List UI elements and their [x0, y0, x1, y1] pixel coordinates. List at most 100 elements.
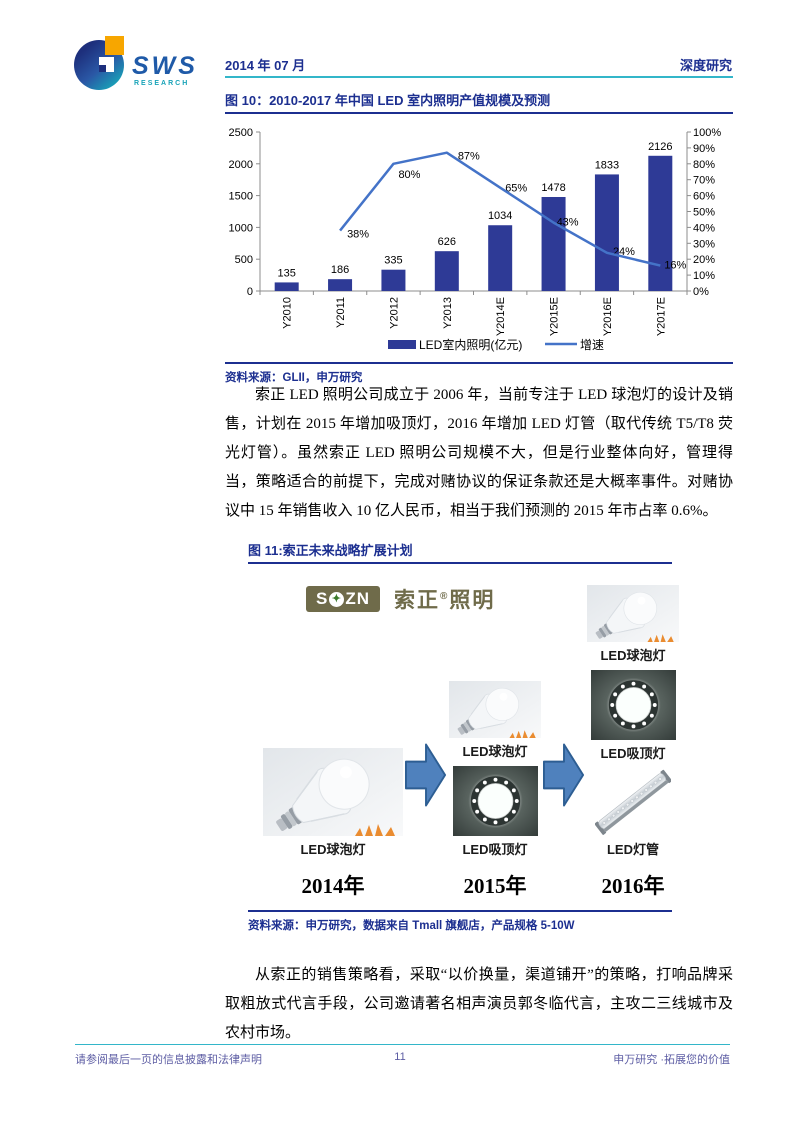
growth-line — [339, 151, 661, 267]
product-image-ceiling — [591, 670, 676, 740]
bar-value-label: 2126 — [648, 141, 672, 153]
badge-letters-zn: ZN — [345, 589, 370, 608]
registered-mark: ® — [440, 591, 450, 602]
left-axis-label: 1000 — [229, 222, 253, 234]
legend-bar-label: LED室内照明(亿元) — [419, 337, 522, 352]
figure-10-title: 图 10：2010-2017 年中国 LED 室内照明产值规模及预测 — [225, 90, 733, 114]
strategy-column: LED球泡灯 LED吸顶灯 2015年 — [449, 675, 541, 900]
arrow-right-svg — [405, 739, 447, 811]
legend-bar-swatch — [388, 340, 416, 349]
product-label: LED球泡灯 — [300, 842, 366, 857]
sozn-logo-badge: S ✦ ZN — [306, 586, 380, 612]
category-label: Y2014E — [495, 297, 507, 336]
brand-name: 索正®照明 — [394, 584, 495, 614]
figure-11-title: 图 11:索正未来战略扩展计划 — [248, 540, 672, 564]
growth-value-label: 87% — [458, 151, 480, 163]
growth-value-label: 38% — [347, 229, 369, 241]
growth-value-label: 80% — [398, 169, 420, 181]
chart-canvas: 0 500 1000 1500 2000 2500 0% 10% 20% 30% 40% 50% 60%… — [229, 127, 722, 352]
bar-Y2016E — [594, 174, 619, 291]
badge-letter-s: S — [315, 589, 329, 608]
category-label: Y2017E — [655, 297, 667, 336]
footer-rule — [75, 1044, 730, 1045]
strategy-roadmap: LED球泡灯 2014年 LED球泡灯 LED吸顶灯 2015年 LED球泡灯 LED吸顶灯… — [248, 564, 672, 908]
footer-disclaimer: 请参阅最后一页的信息披露和法律声明 — [75, 1054, 262, 1066]
right-axis-label: 20% — [693, 254, 715, 266]
figure-11-bottom-rule — [248, 910, 672, 912]
logo-subtext: RESEARCH — [134, 80, 190, 87]
product-image-bulb — [587, 585, 679, 642]
right-axis-label: 70% — [693, 175, 715, 187]
right-axis-label: 80% — [693, 159, 715, 171]
right-axis-label: 60% — [693, 191, 715, 203]
arrow-right-svg — [543, 739, 585, 811]
brand-name-cn2: 照明 — [449, 589, 496, 612]
report-date: 2014 年 07 月 — [225, 58, 306, 73]
left-axis-label: 2000 — [229, 159, 253, 171]
year-label: 2016年 — [601, 874, 665, 898]
growth-value-label: 65% — [505, 183, 527, 195]
arrow-right-icon — [543, 739, 585, 816]
product-item: LED球泡灯 — [263, 748, 403, 858]
product-item: LED吸顶灯 — [453, 766, 538, 858]
figure-10: 图 10：2010-2017 年中国 LED 室内照明产值规模及预测 0 500 1… — [225, 90, 733, 385]
bar-value-label: 335 — [384, 255, 402, 267]
growth-value-label: 16% — [664, 260, 686, 272]
right-axis-label: 100% — [693, 127, 721, 139]
year-label: 2014年 — [301, 874, 365, 898]
product-label: LED吸顶灯 — [600, 746, 666, 761]
bar-value-label: 135 — [278, 267, 296, 279]
star-icon: ✦ — [329, 591, 345, 607]
right-axis-label: 50% — [693, 207, 715, 219]
product-image-bulb — [449, 681, 541, 738]
product-item: LED球泡灯 — [587, 585, 679, 664]
right-axis-label: 90% — [693, 143, 715, 155]
category-label: Y2016E — [602, 297, 614, 336]
product-item: LED吸顶灯 — [591, 670, 676, 762]
brand-name-cn: 索正 — [394, 589, 440, 612]
bar-Y2013 — [434, 251, 459, 291]
bar-Y2017E — [648, 155, 673, 291]
bar-Y2011 — [328, 279, 353, 291]
body-paragraph-2: 从索正的销售策略看，采取“以价换量，渠道铺开”的策略，打响品牌采取粗放式代言手段… — [225, 967, 733, 1041]
right-axis-label: 40% — [693, 222, 715, 234]
legend-line-label: 增速 — [580, 338, 604, 352]
strategy-column: LED球泡灯 2014年 — [263, 742, 403, 900]
category-label: Y2015E — [549, 297, 561, 336]
logo-text: SWS — [132, 52, 198, 80]
left-axis-label: 0 — [247, 286, 253, 298]
bar-value-label: 1833 — [595, 159, 619, 171]
right-axis-label: 0% — [693, 286, 709, 298]
sozn-brand: S ✦ ZN 索正®照明 — [306, 584, 495, 614]
sws-logo: SWS RESEARCH — [74, 36, 195, 100]
category-label: Y2011 — [335, 297, 347, 328]
left-axis-label: 500 — [235, 254, 253, 266]
arrow-right-icon — [405, 739, 447, 816]
product-label: LED球泡灯 — [600, 648, 666, 663]
sws-logo-square-icon — [105, 36, 124, 55]
strategy-column: LED球泡灯 LED吸顶灯 LED灯管 2016年 — [587, 579, 679, 900]
footer-slogan: 申万研究 ·拓展您的价值 — [613, 1054, 730, 1066]
product-item: LED灯管 — [595, 768, 671, 858]
right-axis-label: 10% — [693, 270, 715, 282]
bar-Y2014E — [488, 225, 513, 291]
category-label: Y2012 — [388, 297, 400, 329]
figure-11-content: S ✦ ZN 索正®照明 LED球泡灯 2014年 LED球泡灯 LED吸顶灯 2015年 L… — [248, 564, 672, 908]
product-label: LED吸顶灯 — [462, 842, 528, 857]
bar-Y2012 — [381, 269, 406, 291]
report-type: 深度研究 — [679, 58, 732, 73]
page-number: 11 — [394, 1051, 406, 1063]
category-label: Y2010 — [282, 297, 294, 329]
figure-11: 图 11:索正未来战略扩展计划 S ✦ ZN 索正®照明 LED球泡灯 2014年 LE… — [248, 540, 672, 933]
figure-11-source: 资料来源：申万研究，数据来自 Tmall 旗舰店，产品规格 5-10W — [248, 920, 575, 932]
product-image-tube — [595, 768, 671, 836]
bar-Y2010 — [274, 282, 299, 291]
growth-value-label: 43% — [557, 217, 579, 229]
right-axis-label: 30% — [693, 238, 715, 250]
figure-10-bottom-rule — [225, 362, 733, 364]
sws-logo-notch-inner-icon — [99, 65, 106, 72]
bar-value-label: 626 — [438, 236, 456, 248]
bar-value-label: 186 — [331, 264, 349, 276]
year-label: 2015年 — [463, 874, 527, 898]
